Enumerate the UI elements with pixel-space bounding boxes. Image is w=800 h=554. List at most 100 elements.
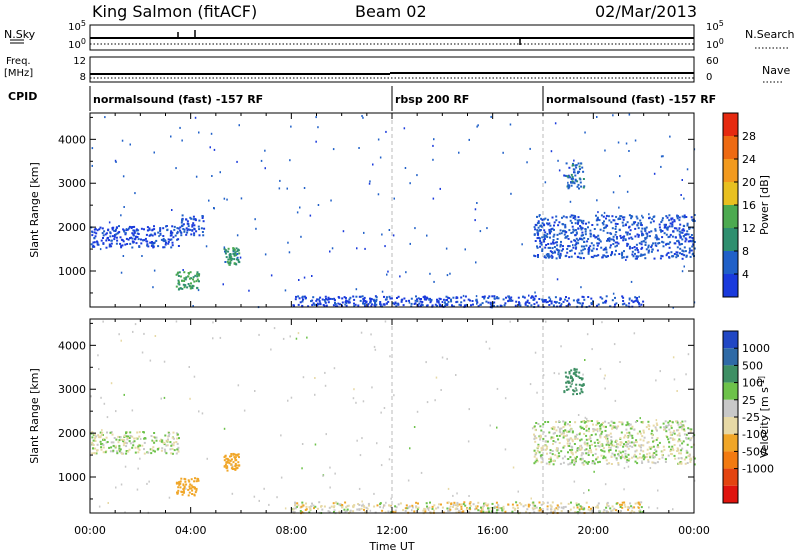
echo-pixel [153,151,155,154]
echo-pixel [118,447,121,450]
echo-pixel [511,510,514,513]
echo-pixel [91,441,94,444]
echo-pixel [488,295,491,298]
echo-pixel [549,452,552,454]
echo-pixel [657,242,660,245]
echo-pixel [640,243,643,246]
echo-pixel [538,508,541,511]
echo-pixel [657,489,659,492]
echo-pixel [584,420,587,423]
echo-pixel [599,424,602,427]
echo-pixel [546,236,549,238]
echo-pixel [616,510,619,513]
echo-pixel [301,511,304,514]
echo-pixel [608,446,610,449]
echo-pixel [459,510,461,513]
echo-pixel [689,239,692,242]
echo-pixel [171,436,174,439]
echo-pixel [426,505,428,508]
echo-pixel [582,170,585,173]
echo-pixel [552,242,555,245]
echo-pixel [605,295,608,298]
echo-pixel [296,506,298,508]
echo-pixel [341,297,344,300]
echo-pixel [666,227,669,230]
echo-pixel [363,231,365,234]
echo-pixel [613,239,615,242]
echo-pixel [301,501,304,504]
echo-pixel [489,303,492,306]
echo-pixel [428,298,431,301]
echo-pixel [110,382,113,385]
echo-pixel [131,435,134,438]
echo-pixel [324,300,327,303]
echo-pixel [639,219,642,222]
echo-pixel [555,449,558,452]
echo-pixel [583,245,585,248]
echo-pixel [151,228,154,231]
echo-pixel [172,236,175,239]
echo-pixel [631,253,634,256]
echo-pixel [598,239,601,242]
echo-pixel [550,511,553,513]
echo-pixel [192,222,195,225]
echo-pixel [127,435,130,438]
echo-pixel [186,229,189,232]
echo-pixel [121,452,124,455]
echo-pixel [622,296,625,299]
echo-pixel [409,182,411,185]
echo-pixel [599,367,602,370]
echo-pixel [131,446,134,449]
echo-pixel [118,225,120,228]
echo-pixel [545,320,547,323]
echo-pixel [124,511,126,514]
echo-pixel [115,228,117,231]
echo-pixel [129,442,132,445]
echo-pixel [164,450,167,453]
echo-pixel [200,227,203,230]
echo-pixel [673,378,676,381]
echo-pixel [434,399,436,402]
echo-region [563,162,586,190]
echo-pixel [146,240,149,243]
echo-pixel [177,482,180,485]
echo-pixel [631,215,634,218]
echo-pixel [187,488,190,491]
echo-pixel [554,122,557,125]
echo-pixel [606,504,609,507]
echo-pixel [568,302,570,305]
echo-pixel [377,138,380,141]
echo-pixel [660,254,663,257]
echo-pixel [578,165,581,168]
echo-pixel [552,440,555,442]
echo-pixel [326,298,329,301]
echo-pixel [611,251,613,254]
echo-pixel [185,218,188,221]
echo-pixel [658,458,661,460]
echo-pixel [553,221,556,224]
echo-pixel [258,333,260,336]
echo-pixel [645,226,648,229]
echo-pixel [254,218,256,221]
echo-pixel [548,461,551,464]
echo-pixel [181,279,184,282]
echo-pixel [678,432,681,435]
echo-pixel [587,226,589,229]
echo-pixel [138,448,141,451]
echo-pixel [623,501,626,504]
echo-pixel [405,504,408,507]
echo-pixel [600,443,603,446]
echo-pixel [226,466,229,469]
echo-pixel [571,448,574,451]
echo-pixel [101,431,104,434]
echo-pixel [151,242,153,245]
echo-pixel [661,456,664,459]
echo-pixel [581,457,584,460]
echo-pixel [392,234,395,237]
echo-pixel [679,252,681,255]
echo-pixel [161,439,164,442]
echo-pixel [657,238,660,241]
echo-pixel [619,234,622,237]
echo-pixel [526,299,529,302]
echo-pixel [153,441,156,444]
